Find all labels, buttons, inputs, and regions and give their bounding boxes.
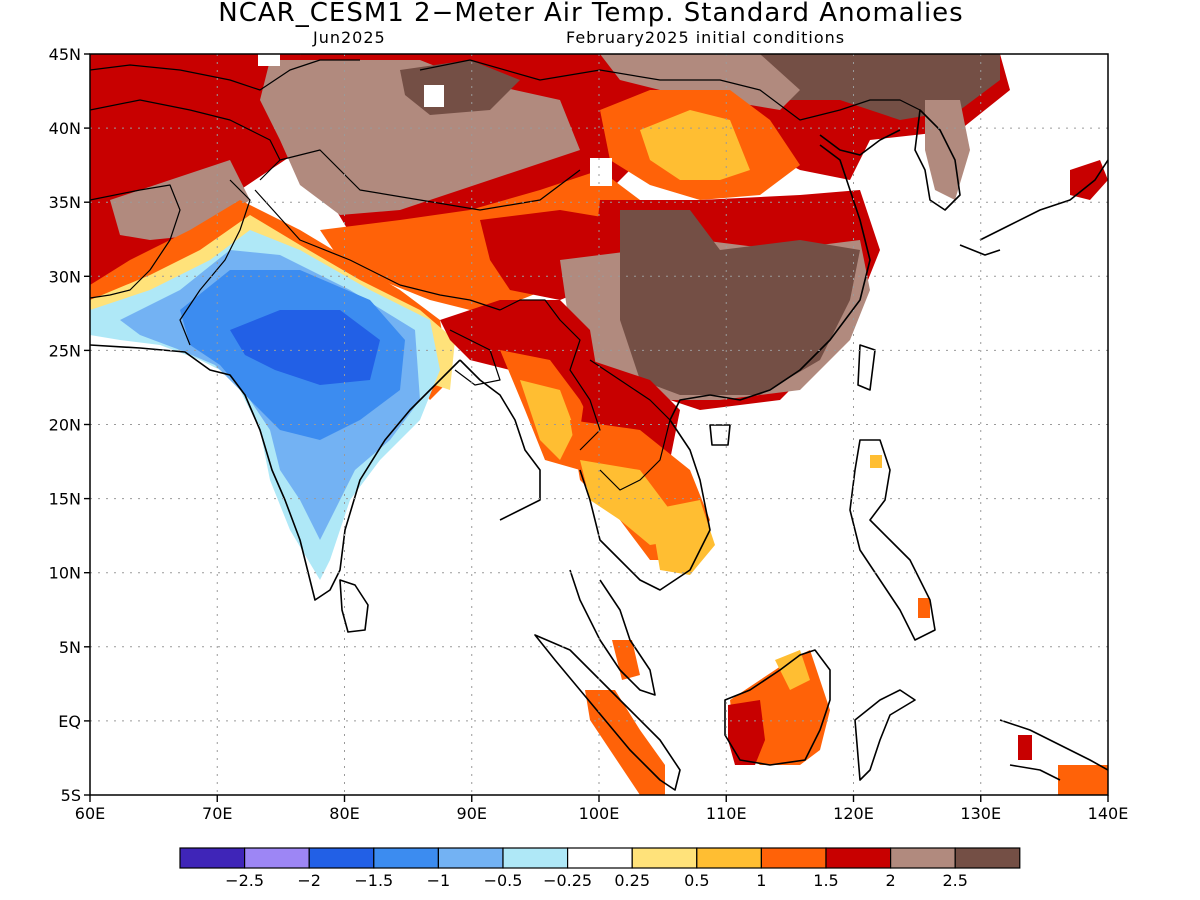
lon-tick-label: 80E [329, 804, 359, 823]
anomaly-region-inner-mongolia-core [640, 110, 750, 180]
legend-label: −0.25 [543, 871, 592, 890]
legend-swatch [308, 847, 375, 869]
border-laos-vietnam [589, 359, 671, 491]
legend-label: −1.5 [354, 871, 393, 890]
anomaly-region-irian [1018, 735, 1032, 760]
border-iran-pakistan [90, 184, 181, 299]
lon-tick-label: 90E [457, 804, 487, 823]
anomaly-region-korea [925, 100, 970, 200]
lat-tick-label: 25N [49, 341, 81, 360]
color-legend: −2.5 −2 −1.5 −1 −0.5 −0.25 0.25 0.5 1 1.5 2 2.5 [179, 847, 1021, 890]
coast-borneo [724, 649, 831, 766]
anomaly-region-borneo-yellow [775, 650, 810, 690]
border-pakistan-india [179, 179, 251, 346]
lat-tick-label: 15N [49, 490, 81, 509]
coast-hainan [709, 424, 731, 446]
legend-label: 1 [756, 871, 766, 890]
coast-korea [914, 109, 961, 211]
lon-tick-label: 60E [75, 804, 105, 823]
anomaly-region-india-core [230, 310, 380, 385]
coast-bohai [819, 129, 901, 156]
legend-label: 0.5 [684, 871, 709, 890]
map-gridlines [90, 54, 1108, 795]
border-himalaya [254, 189, 501, 311]
coast-japan [959, 159, 1108, 256]
anomaly-region-japan [1070, 160, 1108, 200]
border-mongolia [419, 59, 921, 121]
legend-swatch [566, 847, 633, 869]
lat-tick-label: 40N [49, 119, 81, 138]
lon-tick-label: 130E [960, 804, 1001, 823]
lon-tick-label: 70E [202, 804, 232, 823]
coast-bay-bengal [459, 359, 541, 521]
forecast-month: Jun2025 [313, 28, 386, 47]
anomaly-region-cambodia [650, 500, 715, 575]
legend-swatch [502, 847, 569, 869]
coast-sulawesi [854, 689, 916, 781]
legend-swatch [373, 847, 439, 869]
coast-india [90, 344, 461, 601]
anomaly-region-mongolia-light [600, 54, 800, 110]
lat-tick-label: 5N [59, 638, 81, 657]
lat-tick-label: 5S [61, 786, 81, 805]
lon-tick-label: 140E [1088, 804, 1129, 823]
anomaly-region-south-china [620, 210, 860, 395]
border-kazakh [90, 59, 360, 91]
anomaly-region-sumatra [585, 690, 665, 795]
legend-swatch [437, 847, 504, 869]
legend-swatch [631, 847, 698, 869]
coast-malaya [569, 569, 656, 696]
legend-swatch [179, 847, 246, 869]
lat-tick-label: 20N [49, 416, 81, 435]
lat-tick-label: 10N [49, 564, 81, 583]
legend-swatch [696, 847, 762, 869]
mask-cell [424, 85, 444, 107]
borders [90, 59, 921, 491]
lon-tick-label: 120E [833, 804, 874, 823]
initial-conditions: February2025 initial conditions [566, 28, 846, 47]
border-myanmar [499, 299, 601, 451]
mask-cell [590, 158, 612, 186]
lat-tick-label: EQ [58, 712, 81, 731]
lat-tick-label: 45N [49, 45, 81, 64]
legend-label: −2.5 [225, 871, 264, 890]
lat-tick-label: 30N [49, 267, 81, 286]
anomaly-region-india-edge [90, 200, 450, 400]
map-axes: 60E 70E 80E 90E 100E 110E 120E 130E 140E 45N 40N 35… [49, 45, 1129, 823]
lon-tick-label: 100E [579, 804, 620, 823]
legend-label: 0.25 [614, 871, 650, 890]
border-central-asia [90, 99, 581, 211]
lon-tick-label: 110E [706, 804, 747, 823]
legend-swatch [244, 847, 310, 869]
anomaly-region-philippines [918, 598, 930, 618]
legend-swatch [954, 847, 1021, 869]
lat-tick-label: 35N [49, 193, 81, 212]
legend-swatch [760, 847, 827, 869]
coast-taiwan [857, 344, 876, 391]
coast-srilanka [339, 579, 369, 633]
legend-label: 2.5 [942, 871, 967, 890]
coast-newguinea [999, 719, 1108, 781]
coast-philippines [849, 439, 936, 641]
legend-label: 2 [886, 871, 896, 890]
legend-label: −2 [297, 871, 321, 890]
legend-swatch [825, 847, 892, 869]
anomaly-region-luzon [870, 455, 882, 468]
coast-south-china [709, 144, 871, 401]
legend-swatch [889, 847, 956, 869]
anomaly-region-myanmar-yellow [520, 380, 575, 460]
mask-cell [258, 54, 280, 66]
anomaly-region-malaya [612, 640, 640, 680]
coast-sumatra [534, 634, 681, 791]
legend-label: −1 [427, 871, 451, 890]
legend-label: −0.5 [484, 871, 523, 890]
anomaly-field [90, 54, 1108, 795]
legend-label: 1.5 [813, 871, 838, 890]
chart-title: NCAR_CESM1 2−Meter Air Temp. Standard An… [218, 0, 964, 28]
anomaly-region-png [1058, 765, 1108, 795]
anomaly-region-borneo-red [728, 700, 765, 765]
